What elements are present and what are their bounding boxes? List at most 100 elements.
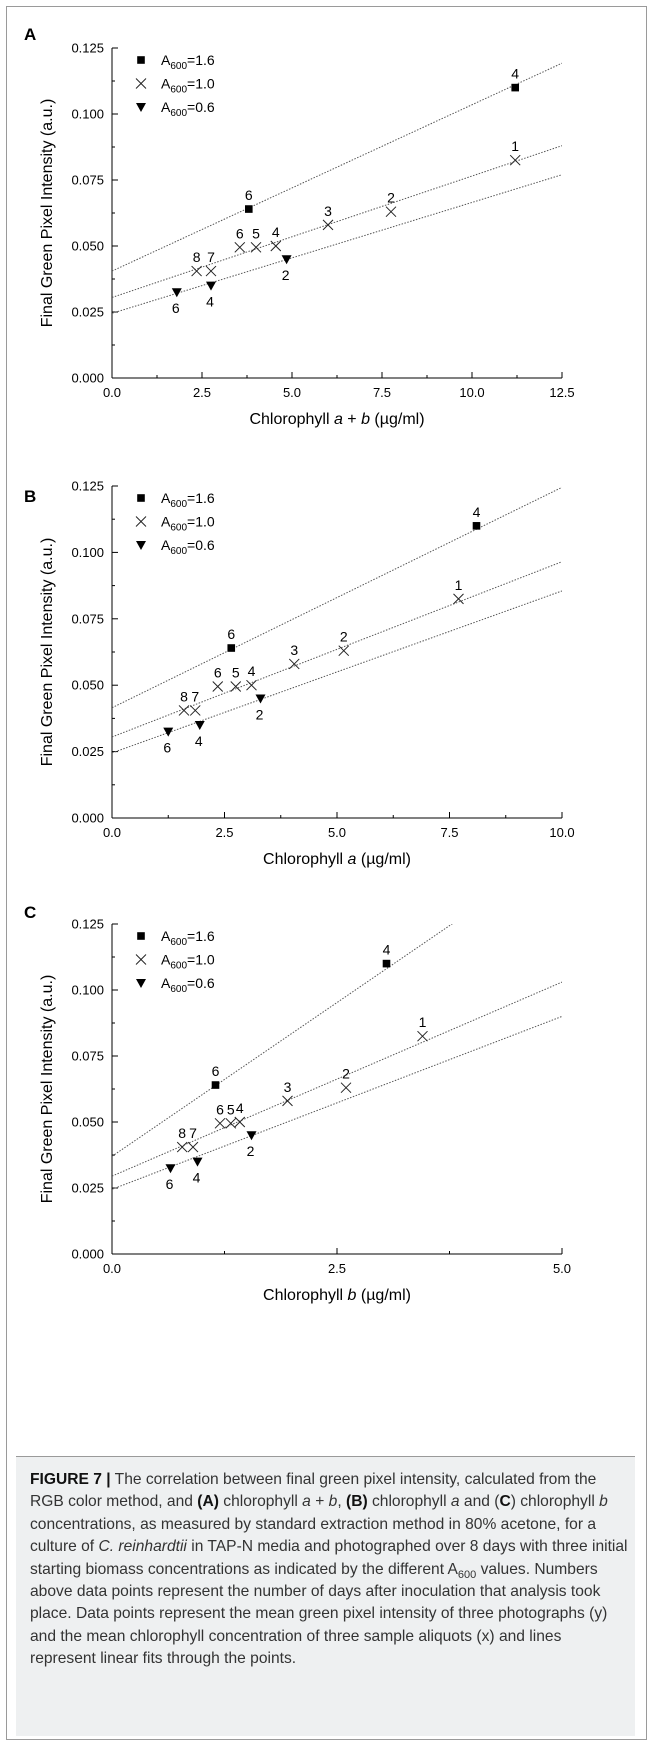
- legend-label-part: A: [161, 952, 171, 968]
- data-point: [189, 705, 201, 716]
- data-point: [214, 1117, 226, 1129]
- data-point: [288, 658, 300, 670]
- data-point: [282, 1095, 293, 1107]
- data-point: [211, 1081, 220, 1089]
- data-label: 4: [206, 294, 214, 310]
- legend-label-part: A: [161, 537, 171, 553]
- y-tick-label: 0.100: [71, 545, 104, 560]
- x-axis-title-part: +: [343, 411, 361, 428]
- data-point: [281, 255, 292, 265]
- legend-label: A600=1.0: [161, 952, 215, 972]
- figure-caption-run: ,: [337, 1493, 346, 1511]
- legend-label-part: =1.6: [187, 490, 215, 506]
- marker-stroke: [453, 593, 464, 605]
- x-axis-title-part: b: [348, 1287, 357, 1304]
- x-tick-label: 7.5: [440, 825, 458, 840]
- data-point: [385, 206, 397, 218]
- marker-stroke: [135, 516, 147, 527]
- legend-label-sub: 600: [170, 85, 187, 96]
- data-point: [453, 593, 464, 605]
- data-label: 1: [419, 1014, 427, 1030]
- marker-stroke: [385, 206, 397, 218]
- data-point: [340, 1082, 352, 1094]
- data-label: 6: [227, 626, 235, 642]
- marker-stroke: [187, 1141, 199, 1153]
- y-tick-label: 0.125: [71, 41, 104, 56]
- data-label: 7: [191, 688, 199, 704]
- data-label: 2: [340, 629, 348, 645]
- data-point: [178, 705, 190, 716]
- data-label: 2: [342, 1066, 350, 1082]
- figure-caption-run: values. Numbers above data points repres…: [30, 1560, 608, 1668]
- figure-caption-run: C. reinhardtii: [98, 1538, 187, 1556]
- legend-label-sub: 600: [170, 961, 187, 972]
- data-label: 2: [247, 1143, 255, 1159]
- x-axis-title-part: (µg/ml): [356, 1287, 411, 1304]
- x-axis-title: Chlorophyll b (µg/ml): [263, 1287, 411, 1304]
- x-axis-title-part: Chlorophyll: [263, 1287, 347, 1304]
- data-label: 5: [227, 1101, 235, 1117]
- marker-stroke: [246, 679, 257, 691]
- x-tick-label: 0.0: [103, 1261, 121, 1276]
- data-label: 4: [193, 1170, 201, 1186]
- data-point: [225, 1117, 237, 1129]
- legend-label-part: =1.6: [187, 52, 215, 68]
- legend-label-part: A: [161, 975, 171, 991]
- figure-caption-run: a: [450, 1493, 460, 1511]
- data-point: [176, 1141, 188, 1153]
- marker-stroke: [417, 1030, 428, 1042]
- legend-label: A600=1.0: [161, 76, 215, 96]
- y-axis-title: Final Green Pixel Intensity (a.u.): [39, 99, 56, 328]
- data-point: [230, 681, 242, 692]
- data-point: [206, 281, 216, 291]
- y-tick-label: 0.100: [71, 983, 104, 998]
- data-point: [250, 241, 262, 253]
- y-tick-label: 0.125: [71, 917, 104, 932]
- data-label: 6: [212, 1063, 220, 1079]
- data-label: 6: [216, 1101, 224, 1117]
- marker-stroke: [214, 1117, 226, 1129]
- legend-label-part: =0.6: [187, 99, 215, 115]
- fit-line: [112, 145, 562, 298]
- data-label: 6: [245, 187, 253, 203]
- x-tick-label: 0.0: [103, 825, 121, 840]
- legend-label: A600=1.6: [161, 490, 215, 510]
- legend-label: A600=1.0: [161, 514, 215, 534]
- figure-caption-run: +: [310, 1493, 329, 1511]
- data-point: [194, 721, 205, 731]
- x-axis-title-part: (µg/ml): [370, 411, 425, 428]
- data-point: [171, 288, 182, 298]
- x-axis-title-part: b: [361, 411, 370, 428]
- legend-label-part: A: [161, 514, 171, 530]
- data-point: [245, 205, 253, 213]
- panel-label: B: [24, 487, 36, 506]
- x-tick-label: 2.5: [193, 385, 211, 400]
- data-label: 2: [282, 267, 290, 283]
- y-tick-label: 0.000: [71, 811, 104, 826]
- marker-stroke: [282, 1095, 293, 1107]
- panel-label: C: [24, 903, 36, 922]
- marker-stroke: [234, 241, 246, 253]
- marker-stroke: [234, 1116, 246, 1128]
- data-label: 2: [256, 706, 264, 722]
- data-point: [246, 679, 257, 691]
- legend-label: A600=0.6: [161, 537, 215, 557]
- figure-caption-run: and (: [459, 1493, 500, 1511]
- figure-caption-box: FIGURE 7 | The correlation between final…: [16, 1456, 635, 1736]
- legend-label: A600=0.6: [161, 975, 215, 995]
- panel-label: A: [24, 25, 36, 44]
- data-point: [234, 1116, 246, 1128]
- data-label: 4: [272, 224, 280, 240]
- x-tick-label: 0.0: [103, 385, 121, 400]
- panel-b: B 0.0 2.5 5.0 7.5 10.0 0.000 0.025 0.050 0.075 0.1…: [24, 479, 575, 869]
- marker-stroke: [135, 954, 147, 965]
- data-label: 8: [180, 688, 188, 704]
- data-label: 1: [455, 577, 463, 593]
- legend-label: A600=0.6: [161, 99, 215, 119]
- fit-line: [112, 174, 562, 314]
- legend-marker: [135, 78, 147, 89]
- y-tick-label: 0.050: [71, 1115, 104, 1130]
- data-label: 7: [189, 1125, 197, 1141]
- legend-marker: [136, 541, 146, 550]
- y-tick-label: 0.075: [71, 611, 104, 626]
